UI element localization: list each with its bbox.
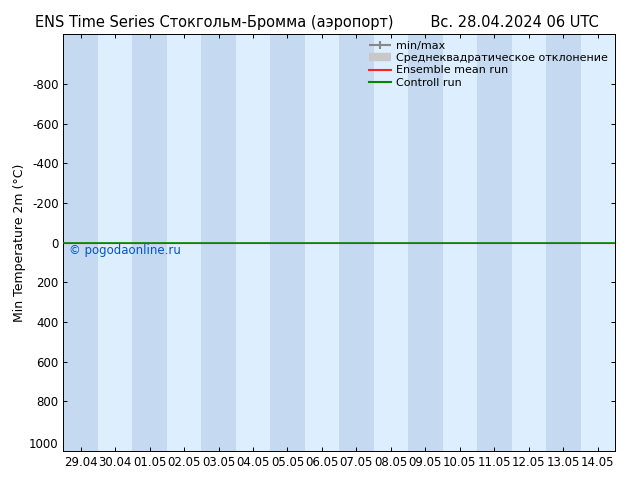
Bar	[202, 34, 236, 451]
Text: 1000: 1000	[29, 438, 58, 451]
Legend: min/max, Среднеквадратическое отклонение, Ensemble mean run, Controll run: min/max, Среднеквадратическое отклонение…	[365, 38, 612, 91]
Text: ENS Time Series Стокгольм-Бромма (аэропорт)        Вс. 28.04.2024 06 UTC: ENS Time Series Стокгольм-Бромма (аэропо…	[35, 15, 599, 30]
Bar	[270, 34, 305, 451]
Bar	[63, 34, 98, 451]
Bar	[408, 34, 443, 451]
Bar	[133, 34, 167, 451]
Y-axis label: Min Temperature 2m (°C): Min Temperature 2m (°C)	[13, 163, 27, 322]
Bar	[546, 34, 581, 451]
Bar	[339, 34, 373, 451]
Text: © pogodaonline.ru: © pogodaonline.ru	[69, 244, 181, 257]
Bar	[477, 34, 512, 451]
